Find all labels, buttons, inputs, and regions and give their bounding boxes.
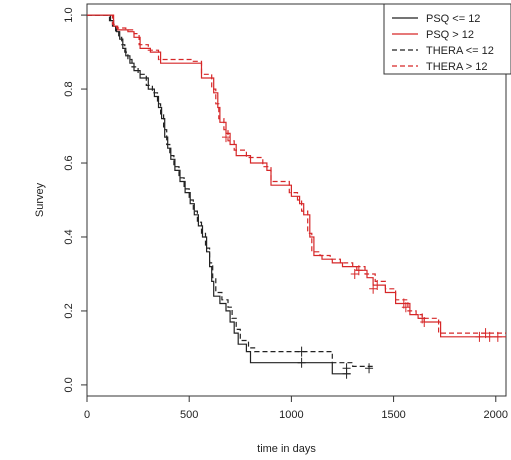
censor-mark-thera-12 xyxy=(342,363,351,374)
y-tick-label: 0.8 xyxy=(63,81,75,96)
legend-label-thera-12: THERA <= 12 xyxy=(426,45,494,57)
y-tick-label: 0.4 xyxy=(63,229,75,244)
legend-label-thera-12: THERA > 12 xyxy=(426,61,487,73)
legend-label-psq-12: PSQ <= 12 xyxy=(426,13,480,25)
censor-mark-psq-12 xyxy=(475,331,484,342)
censor-mark-thera-12 xyxy=(481,328,490,339)
x-tick-label: 0 xyxy=(84,409,90,421)
y-tick-label: 1.0 xyxy=(63,7,75,22)
x-tick-label: 1500 xyxy=(381,409,405,421)
censor-mark-thera-12 xyxy=(418,313,427,324)
chart-legend: PSQ <= 12 PSQ > 12 THERA <= 12 THERA > 12 xyxy=(383,3,511,75)
series-line-thera-12 xyxy=(87,14,374,369)
legend-box xyxy=(383,3,511,75)
censor-mark-thera-12 xyxy=(399,298,408,309)
censor-mark-psq-12 xyxy=(350,268,359,279)
censor-mark-thera-12 xyxy=(221,132,230,143)
plot-frame xyxy=(86,3,507,397)
y-tick-label: 0.2 xyxy=(63,303,75,318)
censor-mark-thera-12 xyxy=(373,280,382,291)
censor-mark-thera-12 xyxy=(365,363,374,374)
censor-mark-psq-12 xyxy=(297,357,306,368)
x-tick-label: 1000 xyxy=(279,409,303,421)
y-tick-label: 0.0 xyxy=(63,377,75,392)
x-axis-title: time in days xyxy=(257,443,316,455)
x-tick-label: 500 xyxy=(180,409,198,421)
series-group xyxy=(87,14,506,379)
censor-mark-thera-12 xyxy=(354,265,363,276)
y-tick-label: 0.6 xyxy=(63,155,75,170)
censor-mark-psq-12 xyxy=(369,283,378,294)
series-line-thera-12 xyxy=(87,14,506,334)
series-line-psq-12 xyxy=(87,14,351,375)
legend-label-psq-12: PSQ > 12 xyxy=(426,29,474,41)
x-tick-label: 2000 xyxy=(484,409,508,421)
censor-mark-thera-12 xyxy=(297,346,306,357)
y-axis-title: Survey xyxy=(34,182,46,217)
